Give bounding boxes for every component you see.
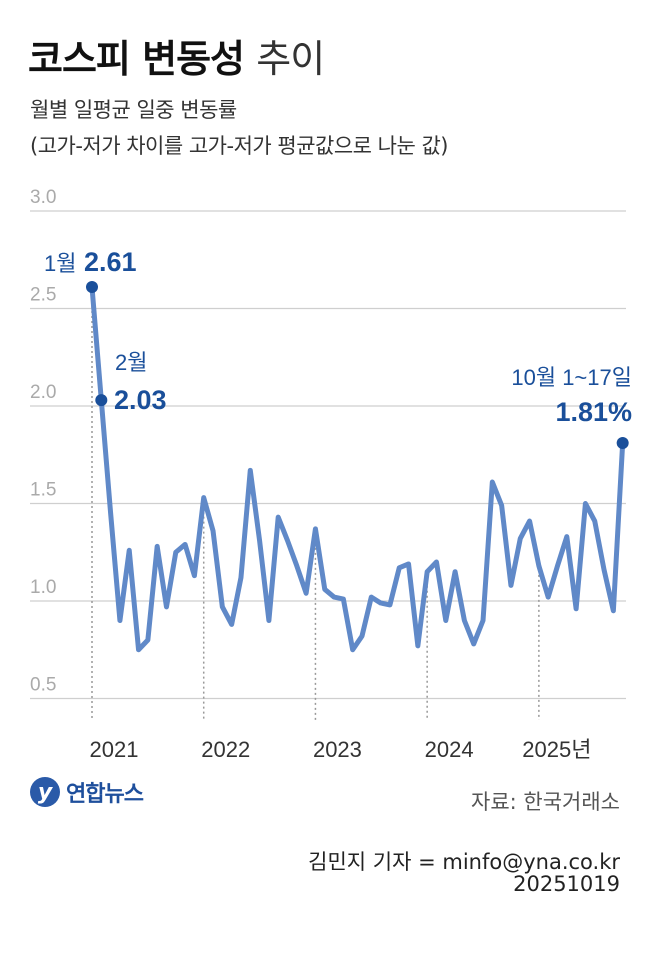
subtitle: 월별 일평균 일중 변동률 bbox=[30, 98, 237, 122]
date: 20251019 bbox=[513, 872, 620, 896]
title-light: 추이 bbox=[256, 37, 325, 81]
subtitle-note: (고가-저가 차이를 고가-저가 평균값으로 나눈 값) bbox=[30, 134, 449, 158]
x-tick-label: 2022 bbox=[201, 737, 250, 762]
y-tick-label: 1.5 bbox=[30, 480, 56, 501]
x-tick-label: 2024 bbox=[425, 737, 474, 762]
line-chart: 3.0 2.5 2.0 1.5 1.0 0.5 2021 2022 2023 2024 2025년 1… bbox=[30, 187, 632, 762]
logo-icon: y bbox=[30, 777, 60, 807]
y-tick-label: 0.5 bbox=[30, 675, 56, 696]
y-tick-label: 3.0 bbox=[30, 187, 56, 208]
highlight-point bbox=[95, 394, 108, 407]
annotation-value: 2.61 bbox=[84, 247, 137, 277]
x-tick-label: 2021 bbox=[90, 737, 139, 762]
highlight-point bbox=[86, 281, 98, 294]
annotation-label: 1월 bbox=[44, 251, 76, 276]
annotation-label: 10월 1~17일 bbox=[511, 365, 632, 390]
page-title: 코스피 변동성 추이 bbox=[28, 28, 325, 83]
series-line bbox=[89, 286, 626, 653]
annotation-value: 1.81% bbox=[555, 397, 632, 427]
title-bold: 코스피 변동성 bbox=[28, 37, 245, 81]
reporter-credit: 김민지 기자 = minfo@yna.co.kr bbox=[308, 850, 620, 874]
x-tick-label: 2025년 bbox=[522, 737, 591, 762]
source: 자료: 한국거래소 bbox=[471, 790, 620, 814]
annotation-label: 2월 bbox=[115, 350, 147, 375]
annotation-value: 2.03 bbox=[114, 385, 167, 415]
y-tick-label: 2.0 bbox=[30, 382, 56, 403]
x-tick-label: 2023 bbox=[313, 737, 362, 762]
y-tick-label: 2.5 bbox=[30, 285, 56, 306]
logo-text: 연합뉴스 bbox=[66, 782, 144, 807]
yonhap-logo: y 연합뉴스 bbox=[30, 776, 144, 808]
highlight-point bbox=[616, 437, 629, 450]
y-tick-label: 1.0 bbox=[30, 577, 56, 598]
